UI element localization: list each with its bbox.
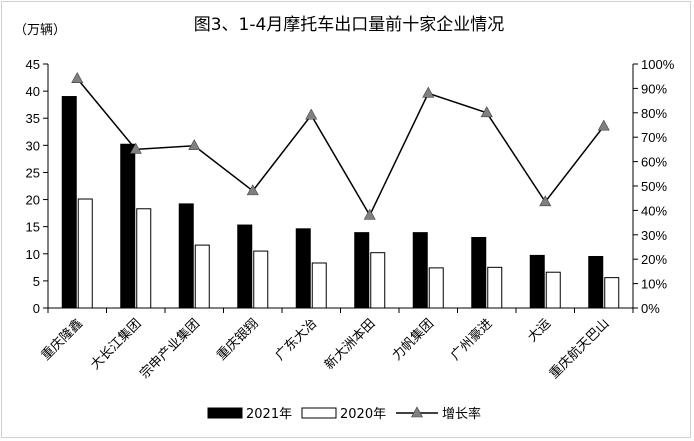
legend-label-2021: 2021年 <box>246 407 292 422</box>
growth-rate-marker <box>188 139 201 151</box>
bars <box>61 96 620 309</box>
y-right-tick-label: 60% <box>641 155 667 170</box>
bar-2021 <box>61 96 77 309</box>
bar-2020 <box>428 267 444 309</box>
category-label: 重庆银翔 <box>213 316 261 364</box>
growth-rate-marker <box>597 119 610 131</box>
category-label: 大长江集团 <box>87 316 144 373</box>
growth-rate-marker <box>480 106 493 118</box>
bar-2020 <box>487 266 503 309</box>
growth-rate-marker <box>246 184 259 196</box>
category-label: 重庆隆鑫 <box>38 316 86 364</box>
growth-rate-marker <box>305 108 318 120</box>
category-label: 新大洲本田 <box>321 316 378 373</box>
y-left-tick-label: 25 <box>26 165 40 180</box>
y-left-tick-label: 35 <box>26 111 40 126</box>
category-label: 广东大冶 <box>273 316 320 363</box>
bar-2021 <box>237 224 253 309</box>
bar-2021 <box>354 232 370 309</box>
y-right-tick-label: 30% <box>641 228 667 243</box>
bar-2020 <box>604 277 620 309</box>
category-label: 重庆航天巴山 <box>546 316 612 382</box>
category-label: 广州豪进 <box>447 316 495 364</box>
bar-2021 <box>120 143 136 309</box>
y-left-tick-label: 10 <box>26 247 40 262</box>
y-left-tick-label: 30 <box>26 138 40 153</box>
y-axis-unit-label: （万辆） <box>14 23 66 38</box>
legend-swatch-2021 <box>207 407 243 419</box>
category-label: 大运 <box>525 316 554 345</box>
y-left-tick-label: 0 <box>33 301 40 316</box>
legend-label-2020: 2020年 <box>340 407 386 422</box>
growth-line <box>71 72 610 220</box>
y-right-tick-label: 10% <box>641 277 667 292</box>
y-left-tick-label: 45 <box>26 57 40 72</box>
bar-2021 <box>412 232 428 309</box>
bar-2020 <box>194 244 210 309</box>
bar-2021 <box>588 255 604 309</box>
y-left-tick-label: 5 <box>33 274 40 289</box>
bar-2021 <box>295 228 311 309</box>
y-right-tick-label: 90% <box>641 81 667 96</box>
y-right-tick-label: 40% <box>641 203 667 218</box>
growth-rate-marker <box>422 86 435 98</box>
bar-2020 <box>136 208 152 309</box>
bar-2020 <box>545 271 561 309</box>
y-right-tick-label: 100% <box>641 57 675 72</box>
axes: 0 5 10 15 20 25 30 35 40 45 0% 10% 20% 30% 40% 50% 60% 70… <box>26 57 675 316</box>
y-right-tick-label: 70% <box>641 130 667 145</box>
y-left-tick-label: 20 <box>26 193 40 208</box>
category-label: 宗申产业集团 <box>137 316 203 382</box>
y-right-tick-label: 80% <box>641 106 667 121</box>
y-right-tick-label: 50% <box>641 179 667 194</box>
bar-2020 <box>253 250 269 309</box>
growth-rate-line <box>76 78 605 217</box>
growth-rate-marker <box>539 195 552 207</box>
growth-rate-marker <box>71 72 84 83</box>
chart-title: 图3、1-4月摩托车出口量前十家企业情况 <box>194 15 505 35</box>
y-left-tick-label: 15 <box>26 220 40 235</box>
y-right-tick-label: 20% <box>641 252 667 267</box>
bar-2021 <box>529 254 545 309</box>
growth-rate-marker <box>363 208 376 220</box>
y-right-tick-label: 0% <box>641 301 660 316</box>
legend-label-growth: 增长率 <box>442 406 481 422</box>
y-left-tick-label: 40 <box>26 84 40 99</box>
growth-rate-marker <box>129 142 142 154</box>
bar-2021 <box>178 203 194 309</box>
legend: 2021年 2020年 增长率 <box>207 406 481 422</box>
category-label: 力帆集团 <box>389 316 437 364</box>
bar-2020 <box>370 252 386 309</box>
bar-2020 <box>311 262 327 309</box>
legend-marker-growth <box>410 406 424 418</box>
bar-2021 <box>471 237 487 309</box>
legend-swatch-2020 <box>301 407 337 419</box>
bar-2020 <box>77 198 93 309</box>
